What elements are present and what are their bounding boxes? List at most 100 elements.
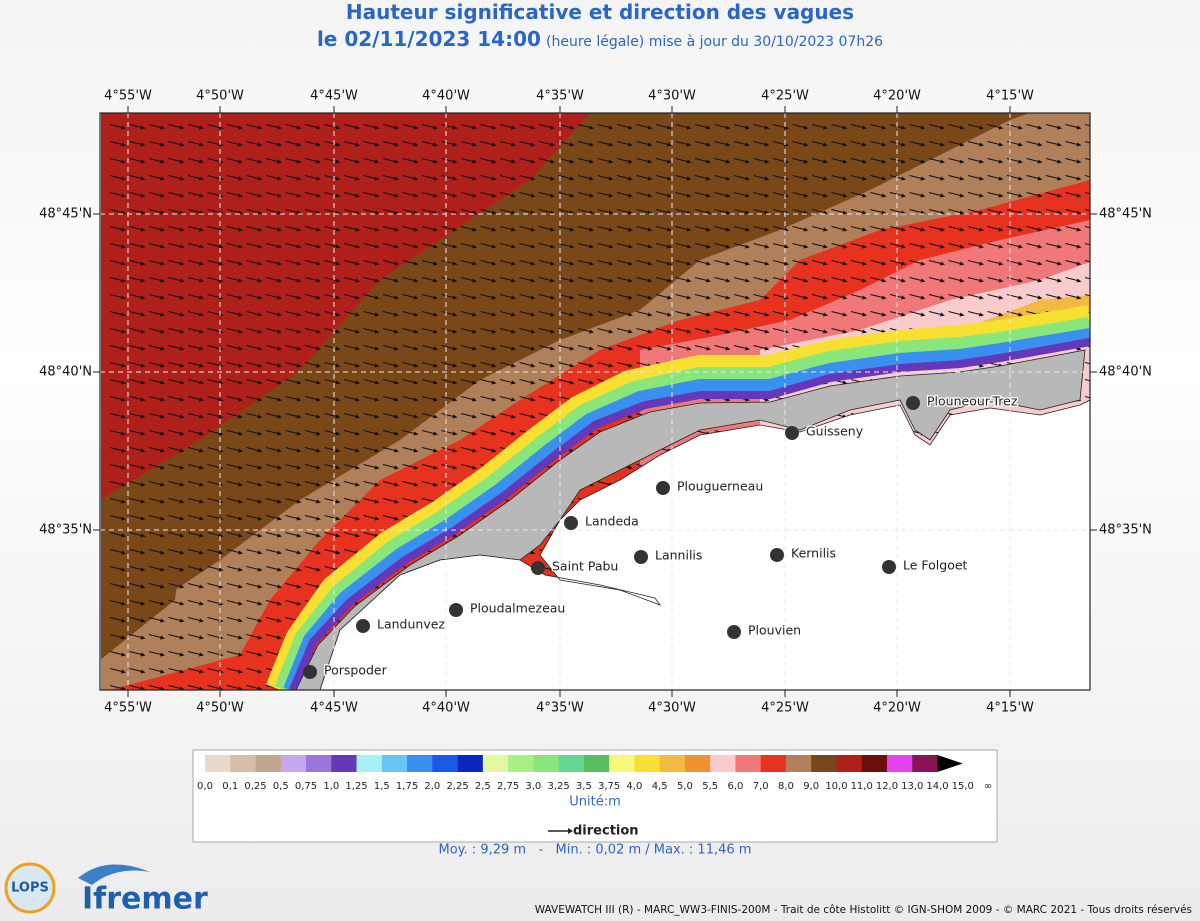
arrow: [441, 175, 454, 179]
arrow-head: [296, 193, 302, 198]
arrow: [636, 124, 649, 128]
arrow-head: [355, 414, 360, 419]
colorbar-label: 11,0: [851, 781, 873, 792]
arrow-head: [140, 482, 146, 487]
arrow: [753, 209, 766, 213]
arrow-head: [277, 193, 282, 198]
arrow-head: [160, 227, 165, 232]
arrow: [129, 651, 142, 655]
arrow-head: [277, 465, 282, 470]
arrow-head: [316, 295, 321, 300]
arrow-head: [257, 601, 263, 606]
arrow: [168, 277, 181, 281]
arrow-head: [296, 584, 302, 589]
arrow-head: [394, 329, 399, 334]
arrow: [304, 515, 318, 519]
arrow: [285, 413, 298, 417]
arrow-head: [686, 278, 692, 283]
arrow: [733, 226, 747, 230]
arrow-head: [160, 533, 165, 538]
arrow-head: [491, 278, 497, 283]
arrow-head: [706, 142, 711, 147]
arrow-head: [160, 652, 165, 657]
arrow: [967, 124, 981, 128]
arrow: [421, 192, 435, 196]
arrow: [129, 260, 142, 264]
arrow: [382, 447, 396, 451]
arrow: [304, 243, 318, 247]
arrow-head: [881, 176, 887, 181]
arrow: [655, 226, 669, 230]
arrow: [850, 209, 864, 213]
arrow: [733, 260, 747, 264]
arrow-head: [920, 142, 926, 147]
arrow-head: [823, 227, 828, 232]
arrow: [889, 209, 903, 213]
arrow: [109, 549, 123, 553]
arrow: [265, 124, 279, 128]
arrow: [343, 464, 357, 468]
lon-label: 4°40'W: [422, 89, 470, 104]
arrow-head: [140, 210, 146, 215]
arrow: [129, 430, 142, 434]
arrow-head: [1037, 295, 1043, 300]
arrow: [987, 226, 1000, 230]
arrow-head: [823, 261, 828, 266]
arrow: [265, 532, 279, 536]
arrow: [109, 566, 123, 570]
arrow: [850, 226, 864, 230]
arrow: [304, 124, 318, 128]
arrow-head: [277, 295, 282, 300]
lon-label: 4°35'W: [536, 701, 584, 716]
arrow: [109, 124, 123, 128]
arrow: [577, 175, 591, 179]
arrow-head: [881, 125, 887, 130]
colorbar-label: 15,0: [952, 781, 974, 792]
arrow: [694, 328, 708, 332]
arrow-head: [745, 176, 750, 181]
arrow: [1084, 209, 1090, 212]
arrow-head: [862, 142, 867, 147]
arrow: [597, 260, 610, 264]
arrow: [168, 668, 181, 672]
arrow-head: [628, 312, 633, 317]
arrow: [753, 311, 766, 315]
arrow: [168, 566, 181, 570]
arrow-head: [901, 278, 906, 283]
arrow-head: [238, 482, 243, 487]
arrow: [519, 209, 532, 213]
arrow: [421, 447, 435, 451]
arrow: [1065, 260, 1078, 264]
arrow-head: [160, 244, 165, 249]
arrow: [694, 277, 708, 281]
arrow-head: [1057, 295, 1062, 300]
colorbar-label: 4,5: [652, 781, 668, 792]
arrow: [226, 379, 240, 383]
arrow-head: [394, 142, 399, 147]
arrow-head: [218, 397, 224, 402]
arrow-head: [1037, 278, 1043, 283]
arrow: [948, 277, 961, 281]
arrow: [1084, 362, 1090, 365]
arrow: [187, 464, 201, 468]
arrow-head: [257, 142, 263, 147]
arrow-head: [667, 176, 672, 181]
arrow: [909, 141, 922, 145]
arrow: [382, 175, 396, 179]
arrow: [363, 175, 376, 179]
arrow-head: [238, 346, 243, 351]
arrow: [226, 617, 240, 621]
arrow-head: [667, 261, 672, 266]
arrow-head: [706, 312, 711, 317]
arrow-head: [628, 465, 633, 470]
arrow-head: [121, 499, 126, 504]
arrow-head: [745, 193, 750, 198]
arrow-head: [1096, 126, 1101, 130]
arrow-head: [569, 193, 575, 198]
arrow: [402, 209, 415, 213]
arrow-head: [316, 125, 321, 130]
arrow-head: [433, 159, 438, 164]
arrow: [694, 175, 708, 179]
arrow: [382, 481, 396, 485]
arrow-head: [121, 346, 126, 351]
